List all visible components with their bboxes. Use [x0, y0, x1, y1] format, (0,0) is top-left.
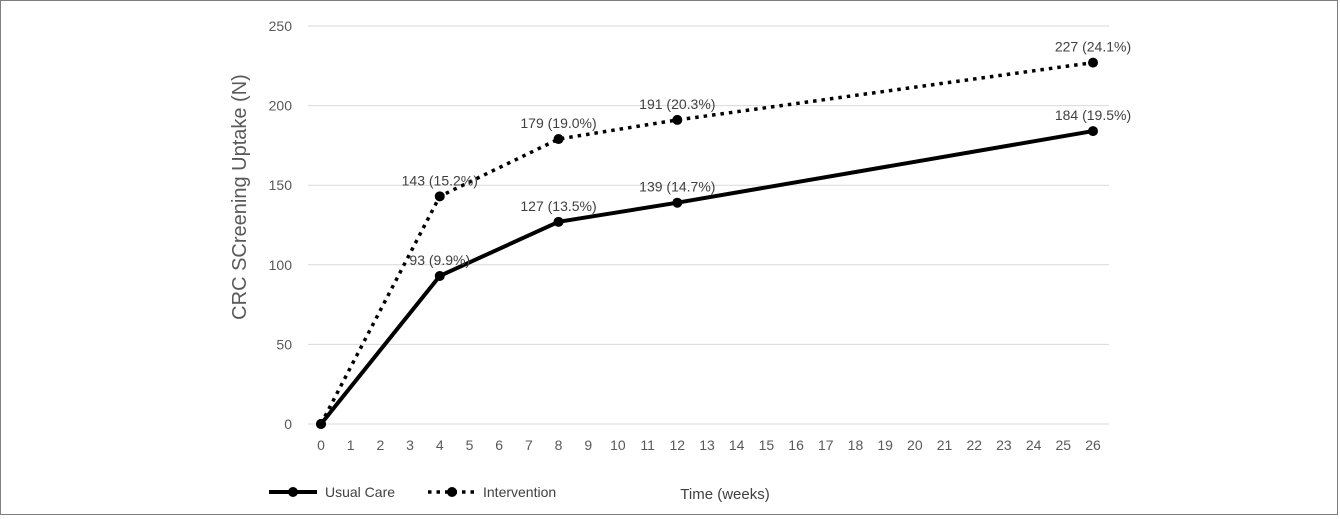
x-tick-label: 8 — [555, 437, 563, 453]
x-tick-label: 14 — [729, 437, 745, 453]
data-point — [553, 216, 564, 227]
legend-swatch-marker — [447, 487, 457, 497]
x-tick-label: 7 — [525, 437, 533, 453]
y-tick-label: 50 — [276, 336, 292, 352]
data-label: 179 (19.0%) — [520, 115, 596, 131]
x-tick-label: 22 — [966, 437, 982, 453]
x-tick-label: 15 — [759, 437, 775, 453]
legend-label: Intervention — [483, 484, 556, 500]
x-tick-label: 18 — [848, 437, 864, 453]
x-tick-label: 24 — [1026, 437, 1042, 453]
x-tick-label: 6 — [495, 437, 503, 453]
data-point — [1088, 57, 1098, 68]
data-point — [316, 419, 326, 429]
y-tick-label: 200 — [269, 98, 293, 114]
x-tick-label: 23 — [996, 437, 1012, 453]
data-point — [434, 270, 445, 281]
data-point — [1088, 126, 1098, 137]
x-tick-label: 3 — [406, 437, 414, 453]
data-label: 191 (20.3%) — [639, 96, 715, 112]
legend: Usual Care Intervention — [269, 484, 556, 500]
x-tick-label: 17 — [818, 437, 834, 453]
data-point — [553, 134, 564, 145]
x-tick-label: 0 — [317, 437, 325, 453]
data-label: 184 (19.5%) — [1055, 107, 1131, 123]
data-point — [672, 197, 683, 208]
y-tick-label: 0 — [284, 416, 292, 432]
legend-swatch-marker — [288, 487, 298, 497]
x-tick-label: 12 — [670, 437, 686, 453]
x-tick-label: 25 — [1056, 437, 1072, 453]
y-tick-label: 150 — [269, 177, 293, 193]
x-tick-label: 5 — [466, 437, 474, 453]
data-label: 227 (24.1%) — [1055, 39, 1131, 55]
gridlines — [308, 25, 1109, 425]
x-tick-label: 11 — [640, 437, 655, 453]
x-tick-label: 21 — [937, 437, 953, 453]
data-label: 93 (9.9%) — [409, 252, 470, 268]
y-tick-label: 100 — [269, 257, 293, 273]
data-label: 127 (13.5%) — [520, 198, 596, 214]
data-point — [434, 191, 445, 202]
x-tick-label: 4 — [436, 437, 444, 453]
x-axis-ticks: 0 1 2 3 4 5 6 7 8 9 10 11 12 13 14 15 16 17 18 19 20 21 22 23 24… — [317, 437, 1101, 453]
data-label: 139 (14.7%) — [639, 179, 715, 195]
x-tick-label: 10 — [610, 437, 626, 453]
x-tick-label: 19 — [877, 437, 893, 453]
data-labels: 93 (9.9%) 127 (13.5%) 139 (14.7%) 184 (19.5… — [402, 39, 1132, 268]
y-axis-ticks: 0 50 100 150 200 250 — [269, 18, 293, 432]
series-line-1 — [319, 60, 1094, 425]
x-tick-label: 13 — [699, 437, 715, 453]
series-lines — [316, 57, 1098, 429]
x-tick-label: 16 — [788, 437, 804, 453]
data-point — [672, 114, 683, 125]
x-tick-label: 1 — [347, 437, 355, 453]
x-tick-label: 26 — [1085, 437, 1101, 453]
data-label: 143 (15.2%) — [402, 172, 478, 188]
y-axis-label: CRC SCreening Uptake (N) — [229, 74, 251, 320]
y-tick-label: 250 — [269, 18, 293, 34]
legend-label: Usual Care — [325, 484, 395, 500]
x-tick-label: 9 — [584, 437, 592, 453]
x-tick-label: 2 — [376, 437, 384, 453]
x-tick-label: 20 — [907, 437, 923, 453]
x-axis-label: Time (weeks) — [680, 486, 769, 503]
